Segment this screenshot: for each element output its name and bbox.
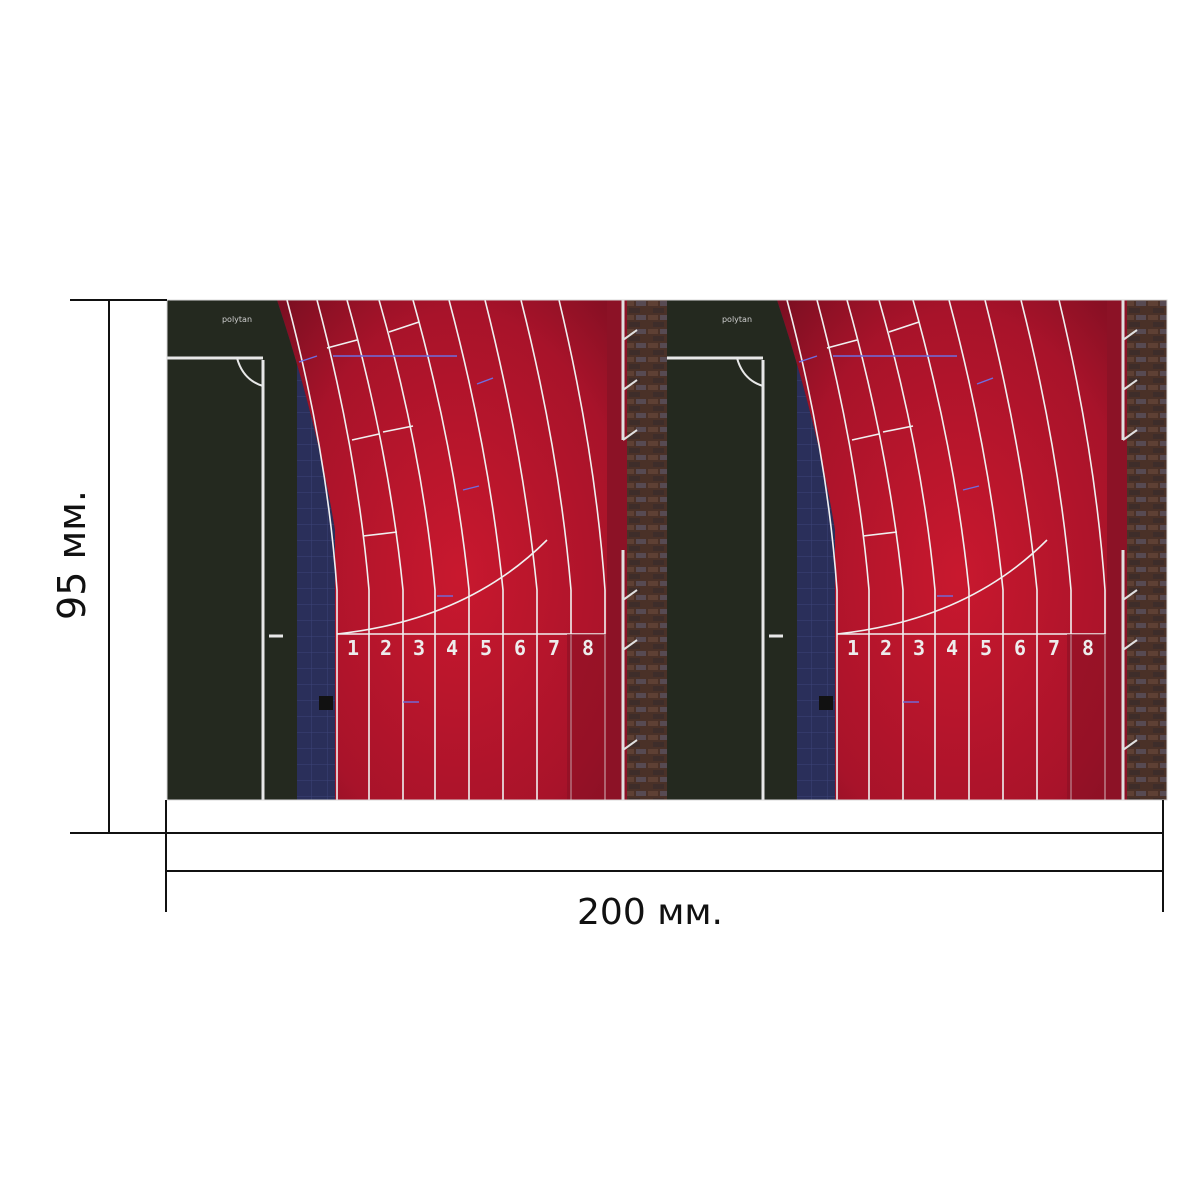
lane-number-4: 4 [446,636,458,660]
lane-number-8: 8 [582,636,594,660]
lane-numbers: 1 2 3 4 5 6 7 8 [347,636,594,660]
width-label: 200 мм. [577,892,723,933]
track-panel-right: polytan 1 2 3 4 5 6 7 8 [667,300,1167,800]
lane-number-7: 7 [1048,636,1060,660]
lane-numbers: 1 2 3 4 5 6 7 8 [847,636,1094,660]
lane-number-2: 2 [880,636,892,660]
brand-label: polytan [722,315,752,324]
brand-label: polytan [222,315,252,324]
lane-number-2: 2 [380,636,392,660]
lane-number-6: 6 [514,636,526,660]
height-dimension [70,299,1163,834]
lane-number-1: 1 [847,636,859,660]
width-dimension [165,800,1164,912]
track-panel-left: polytan 1 2 3 4 5 6 7 8 [167,300,667,800]
lane-number-3: 3 [413,636,425,660]
image-outline [166,299,1168,801]
lane-number-3: 3 [913,636,925,660]
lane-number-6: 6 [1014,636,1026,660]
lane-number-4: 4 [946,636,958,660]
lane-number-1: 1 [347,636,359,660]
lane-number-7: 7 [548,636,560,660]
lane-number-8: 8 [1082,636,1094,660]
lane-number-5: 5 [480,636,492,660]
height-label: 95 мм. [50,490,94,620]
lane-number-5: 5 [980,636,992,660]
